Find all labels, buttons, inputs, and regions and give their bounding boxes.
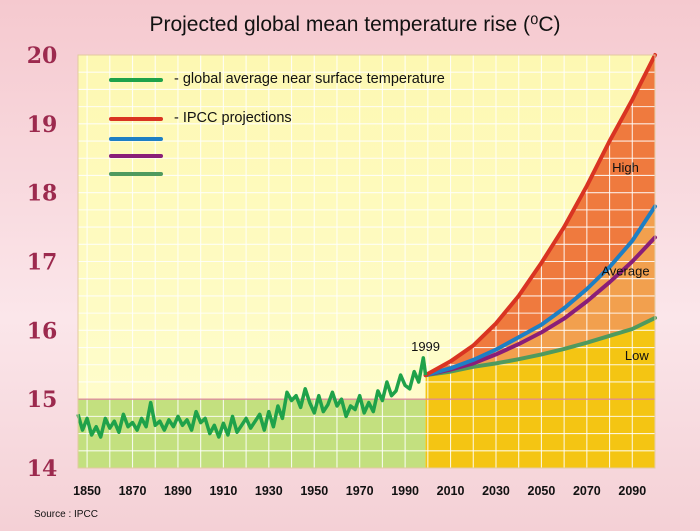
x-tick-label: 2010 [437,484,465,498]
y-tick-label: 16 [27,318,58,344]
observed-line [76,356,428,439]
x-tick-label: 2050 [528,484,556,498]
annotation-average: Average [601,263,649,278]
annotation-low: Low [625,348,649,363]
annotation-high: High [612,160,639,175]
projection-line-series-2 [423,235,657,378]
y-tick-label: 18 [27,181,58,207]
y-tick-label: 19 [27,112,58,138]
plot-area [76,53,657,469]
x-tick-label: 1850 [73,484,101,498]
plot-border [77,54,656,469]
annotation-1999: 1999 [411,339,440,354]
source-label: Source : IPCC [34,509,98,520]
projection-line-average [423,204,657,378]
x-tick-label: 1910 [209,484,237,498]
y-tick-label: 20 [27,43,58,69]
y-tick-label: 14 [27,456,58,482]
y-tick-label: 17 [27,250,58,276]
x-tick-label: 2090 [618,484,646,498]
chart-title: Projected global mean temperature rise (… [149,13,560,36]
x-tick-label: 1930 [255,484,283,498]
projection-line-high [423,53,657,378]
x-tick-label: 1870 [119,484,147,498]
x-tick-label: 1890 [164,484,192,498]
legend: - global average near surface temperatur… [109,71,445,176]
legend-label: - IPCC projections [174,110,292,126]
x-tick-label: 2030 [482,484,510,498]
x-tick-label: 1990 [391,484,419,498]
x-tick-label: 2070 [573,484,601,498]
x-tick-label: 1970 [346,484,374,498]
y-tick-label: 15 [27,387,58,413]
legend-label: - global average near surface temperatur… [174,71,445,87]
low-band-fill [425,317,655,400]
average-band-fill [425,206,655,376]
x-tick-label: 1950 [300,484,328,498]
projection-line-low [423,315,657,378]
